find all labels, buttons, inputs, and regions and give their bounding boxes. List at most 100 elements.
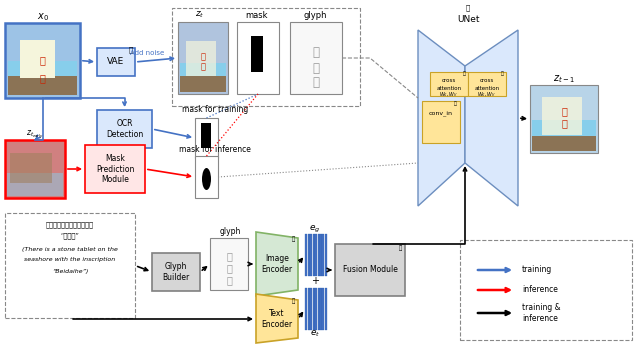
Text: $W_K,W_V$: $W_K,W_V$: [440, 90, 458, 100]
Text: 河: 河: [312, 77, 319, 89]
Text: $z_t$: $z_t$: [195, 10, 205, 20]
Text: $x_0$: $x_0$: [36, 11, 49, 23]
Ellipse shape: [202, 168, 211, 190]
Text: Add noise: Add noise: [130, 50, 164, 56]
Bar: [172, 8, 360, 106]
Text: 北: 北: [312, 47, 319, 60]
Text: 🔒: 🔒: [463, 71, 465, 77]
Text: $z_{t-1}$: $z_{t-1}$: [553, 73, 575, 85]
Text: 北: 北: [226, 251, 232, 261]
Bar: [323, 288, 324, 330]
Text: $e_g$: $e_g$: [309, 223, 321, 235]
Bar: [320, 288, 322, 330]
Polygon shape: [256, 232, 298, 296]
Text: Fusion Module: Fusion Module: [342, 266, 397, 275]
Bar: [317, 288, 319, 330]
Text: UNet: UNet: [457, 16, 479, 24]
Text: 🔒: 🔒: [129, 47, 133, 53]
Text: $z_{t_{early}}$: $z_{t_{early}}$: [26, 129, 44, 141]
Text: 海边有一个石碑，上面刻着: 海边有一个石碑，上面刻着: [46, 222, 94, 228]
Bar: [5, 140, 65, 198]
Polygon shape: [465, 30, 518, 206]
Bar: [307, 234, 310, 276]
Bar: [152, 253, 200, 291]
Text: “北戴河”: “北戴河”: [61, 233, 79, 239]
Bar: [5, 23, 80, 98]
Text: 戴: 戴: [312, 62, 319, 74]
Text: cross: cross: [480, 78, 494, 82]
Bar: [305, 288, 307, 330]
Text: 🔒: 🔒: [500, 71, 504, 77]
Bar: [186, 41, 216, 76]
Text: 戴: 戴: [226, 263, 232, 273]
Bar: [312, 288, 314, 330]
Text: 河: 河: [226, 275, 232, 285]
Text: training &
inference: training & inference: [522, 303, 561, 323]
Text: cross: cross: [442, 78, 456, 82]
Bar: [8, 76, 77, 95]
Text: Text
Encoder: Text Encoder: [261, 309, 292, 329]
Bar: [530, 85, 598, 153]
Text: mask: mask: [246, 10, 268, 19]
Bar: [10, 153, 52, 183]
Text: 苍
崖: 苍 崖: [561, 106, 567, 128]
Text: seashore with the inscription: seashore with the inscription: [24, 258, 116, 262]
Text: $W_K,W_V$: $W_K,W_V$: [477, 90, 497, 100]
Text: mask for training: mask for training: [182, 105, 248, 114]
Text: 🔒: 🔒: [291, 236, 294, 242]
Text: +: +: [311, 276, 319, 286]
Text: Image
Encoder: Image Encoder: [261, 254, 292, 274]
Text: conv_in: conv_in: [429, 110, 453, 116]
Bar: [8, 61, 77, 95]
Bar: [542, 97, 582, 135]
Bar: [460, 240, 632, 340]
Bar: [20, 40, 55, 78]
Bar: [310, 234, 312, 276]
Bar: [85, 145, 145, 193]
Text: 🔒: 🔒: [291, 298, 294, 304]
Text: glyph: glyph: [303, 10, 327, 19]
Bar: [305, 234, 307, 276]
Bar: [335, 244, 405, 296]
Bar: [317, 234, 319, 276]
Text: glyph: glyph: [220, 228, 241, 237]
Bar: [180, 63, 226, 92]
Text: 苍
崖: 苍 崖: [200, 52, 205, 72]
Bar: [315, 234, 317, 276]
Bar: [325, 234, 327, 276]
Bar: [320, 234, 322, 276]
Bar: [290, 22, 342, 94]
Bar: [315, 288, 317, 330]
Text: attention: attention: [474, 86, 500, 90]
Text: 🔒: 🔒: [398, 245, 402, 251]
Bar: [195, 156, 218, 198]
Bar: [468, 72, 506, 96]
Bar: [5, 213, 135, 318]
Text: VAE: VAE: [108, 57, 125, 66]
Bar: [201, 123, 211, 148]
Bar: [325, 288, 327, 330]
Text: 🔒: 🔒: [454, 102, 456, 106]
Bar: [312, 234, 314, 276]
Text: Mask
Prediction
Module: Mask Prediction Module: [96, 154, 134, 184]
Text: 崖: 崖: [40, 73, 45, 83]
Text: Glyph
Builder: Glyph Builder: [163, 262, 189, 282]
Bar: [422, 101, 460, 143]
Polygon shape: [418, 30, 465, 206]
Text: inference: inference: [522, 285, 558, 294]
Bar: [307, 288, 310, 330]
Bar: [7, 173, 63, 196]
Text: $e_t$: $e_t$: [310, 329, 320, 339]
Bar: [532, 120, 596, 151]
Bar: [251, 36, 263, 72]
Text: “Beidaihe”): “Beidaihe”): [52, 269, 88, 274]
Text: attention: attention: [436, 86, 461, 90]
Bar: [210, 238, 248, 290]
Text: training: training: [522, 266, 552, 275]
Polygon shape: [256, 294, 298, 343]
Bar: [180, 76, 226, 92]
Text: OCR
Detection: OCR Detection: [106, 119, 143, 139]
Bar: [310, 288, 312, 330]
Text: (There is a stone tablet on the: (There is a stone tablet on the: [22, 246, 118, 252]
Text: 苍: 苍: [40, 55, 45, 65]
